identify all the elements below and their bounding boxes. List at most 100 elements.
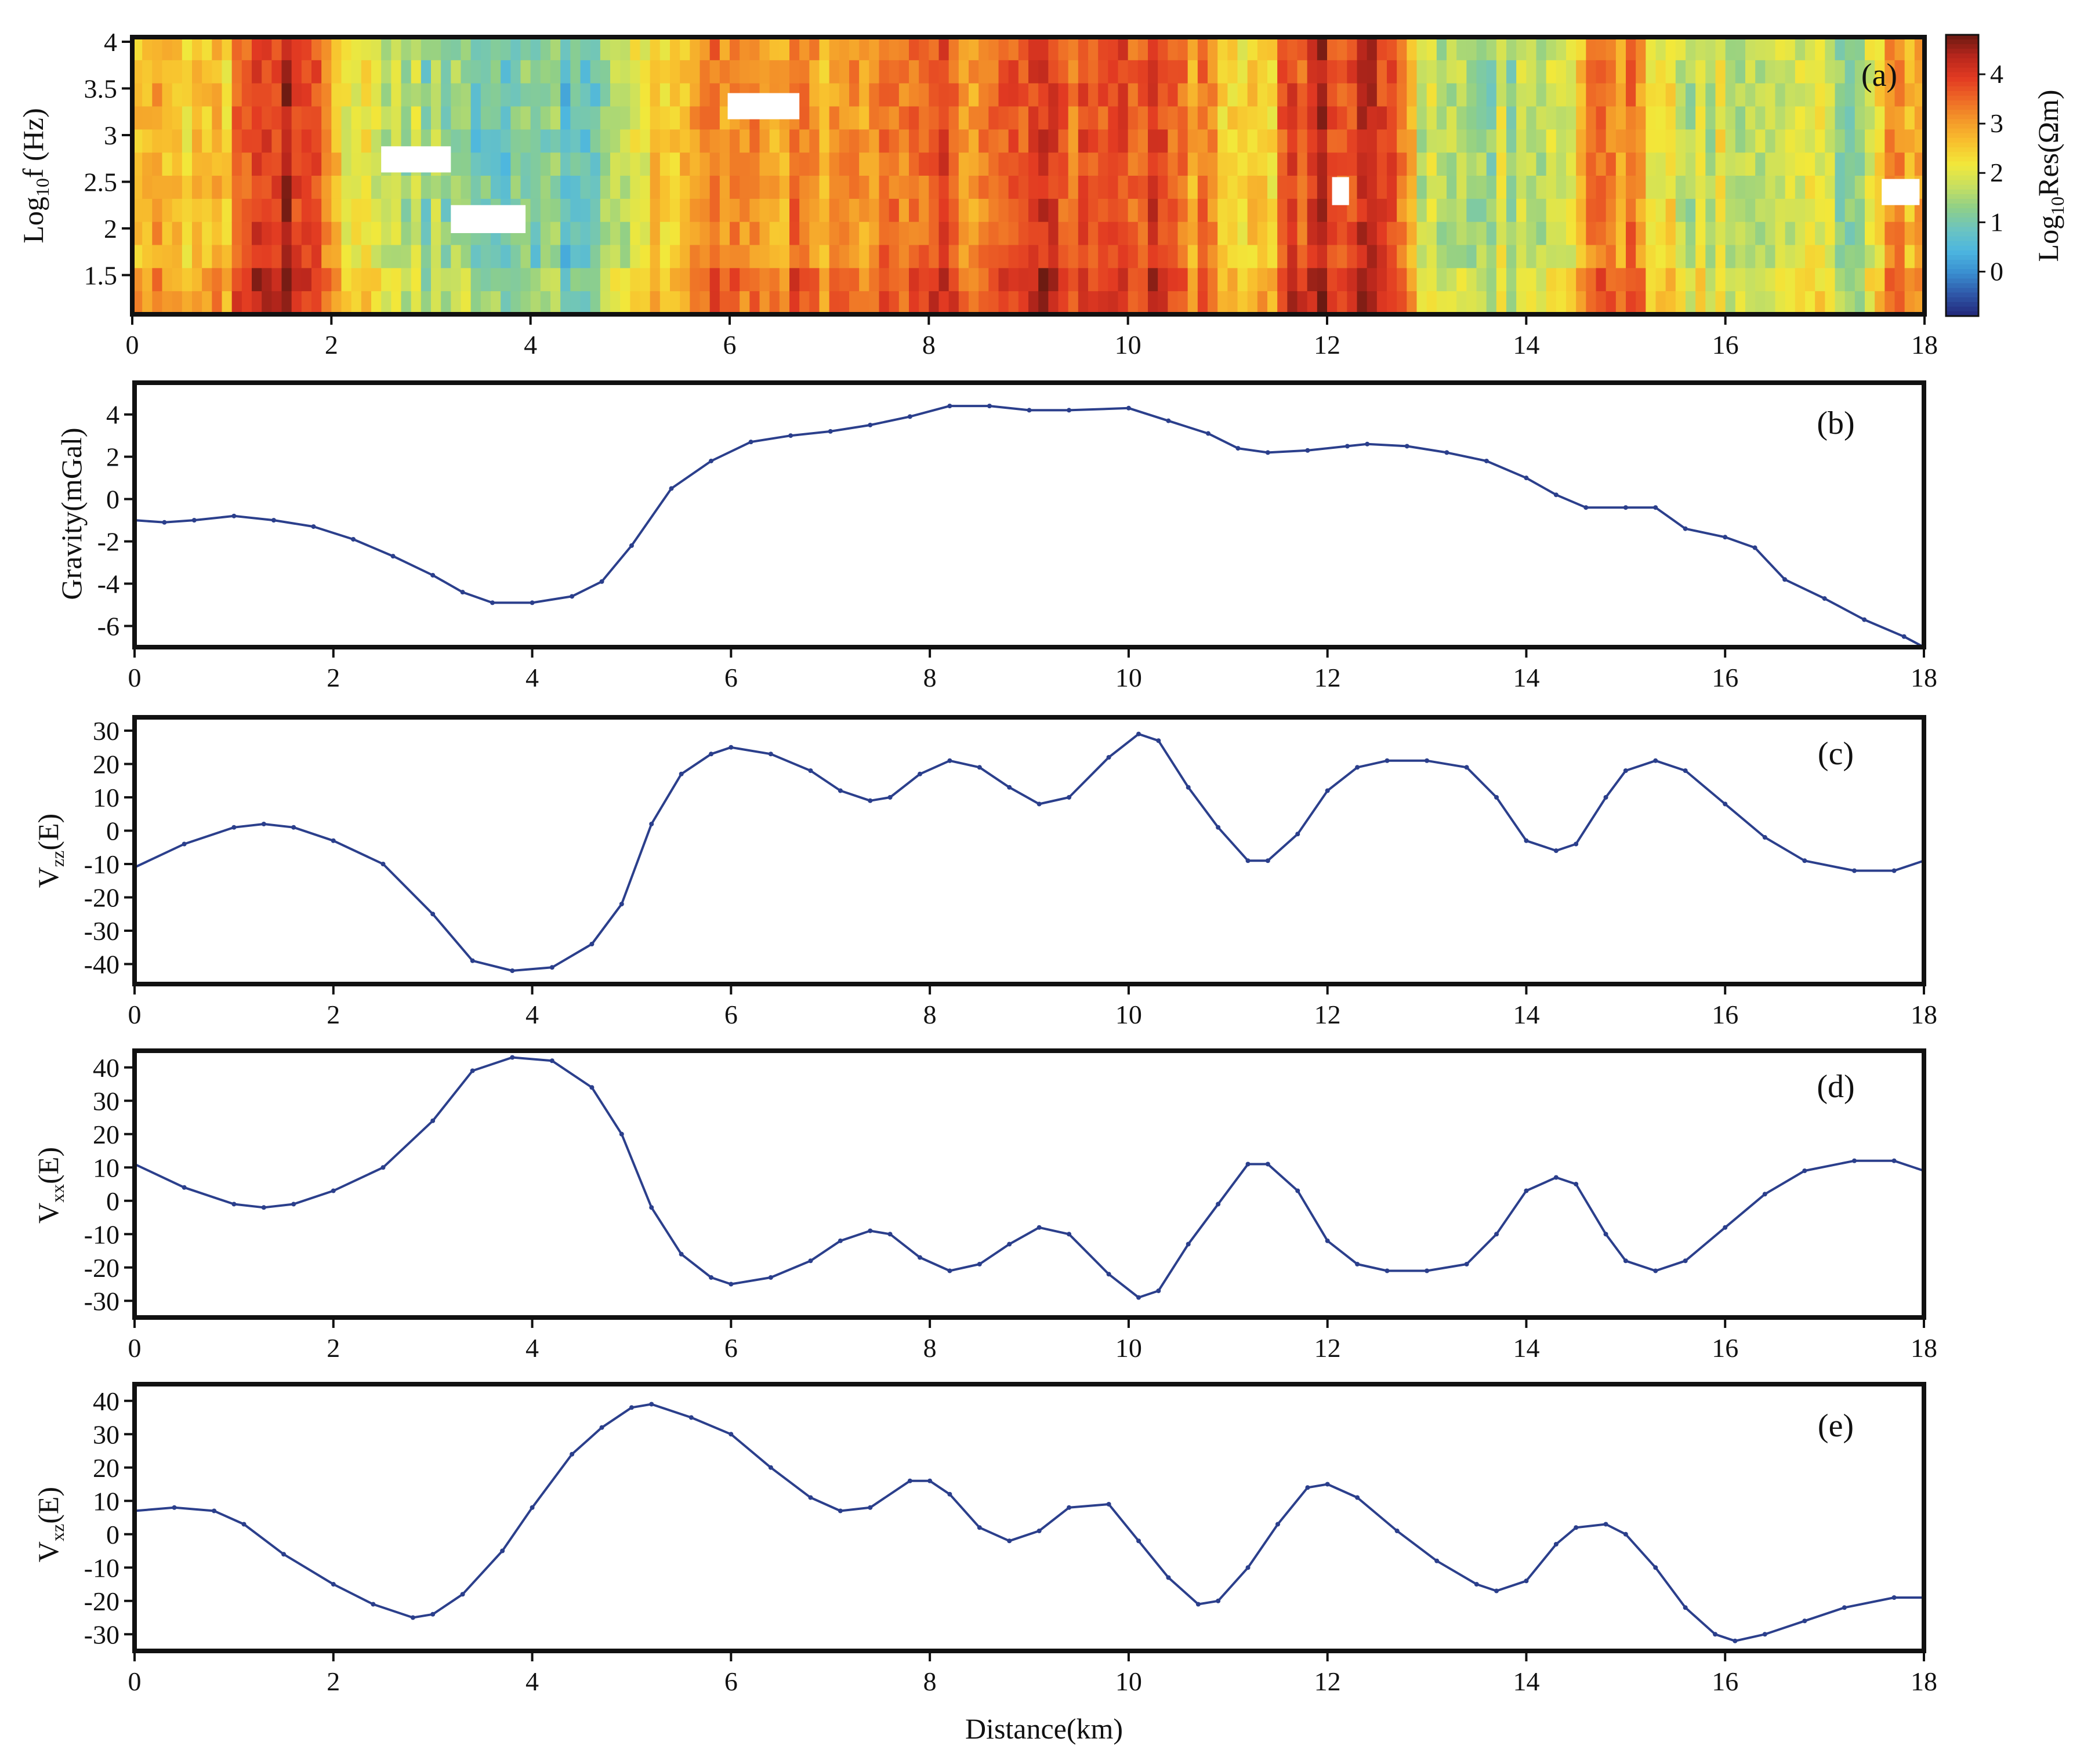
heatmap-cell <box>919 198 930 223</box>
heatmap-cell <box>1098 245 1109 269</box>
heatmap-cell <box>1217 83 1228 107</box>
heatmap-cell <box>441 106 452 130</box>
heatmap-cell <box>630 153 641 176</box>
heatmap-cell <box>1686 153 1696 176</box>
heatmap-cell <box>759 222 770 246</box>
heatmap-cell <box>1854 60 1865 84</box>
heatmap-cell <box>1058 106 1069 130</box>
heatmap-cell <box>1725 37 1736 61</box>
heatmap-cell <box>1038 268 1049 292</box>
heatmap-cell <box>580 83 591 107</box>
heatmap-cell <box>1835 176 1846 199</box>
heatmap-cell <box>1098 129 1109 153</box>
heatmap-cell <box>938 198 949 223</box>
heatmap-cell <box>1606 198 1617 223</box>
heatmap-cell <box>1576 153 1587 176</box>
heatmap-cell <box>1307 153 1318 176</box>
heatmap-cell <box>281 291 292 315</box>
heatmap-cell <box>1407 83 1418 107</box>
heatmap-cell <box>1615 268 1626 292</box>
heatmap-cell <box>909 198 919 223</box>
heatmap-cell <box>1078 222 1089 246</box>
heatmap-cell <box>998 268 1009 292</box>
panel-e-ytick-label-7: 40 <box>93 1386 119 1416</box>
heatmap-cell <box>829 60 840 84</box>
heatmap-cell <box>1486 222 1497 246</box>
heatmap-cell <box>1287 37 1298 61</box>
heatmap-cell <box>1646 106 1657 130</box>
heatmap-cell <box>1695 129 1706 153</box>
heatmap-cell <box>1137 153 1148 176</box>
heatmap-cell <box>1755 129 1766 153</box>
heatmap-cell <box>1387 60 1397 84</box>
heatmap-cell <box>1506 153 1517 176</box>
heatmap-cell <box>212 222 223 246</box>
heatmap-cell <box>231 153 242 176</box>
heatmap-cell <box>520 83 531 107</box>
heatmap-cell <box>252 153 262 176</box>
heatmap-cell <box>351 198 362 223</box>
heatmap-cell <box>670 106 680 130</box>
heatmap-cell <box>1297 176 1308 199</box>
heatmap-cell <box>1456 176 1467 199</box>
heatmap-cell <box>1596 60 1607 84</box>
heatmap-cell <box>659 37 671 61</box>
heatmap-cell <box>1197 37 1208 61</box>
panel-a-ylabel: Log10f (Hz) <box>17 108 53 243</box>
heatmap-cell <box>192 83 202 107</box>
heatmap-cell <box>1287 106 1298 130</box>
heatmap-cell <box>730 153 740 176</box>
heatmap-cell <box>1745 245 1756 269</box>
heatmap-cell <box>1626 176 1636 199</box>
heatmap-cell <box>1566 83 1577 107</box>
heatmap-cell <box>1775 245 1786 269</box>
heatmap-cell <box>1397 291 1408 315</box>
heatmap-cell <box>182 83 193 107</box>
heatmap-cell <box>241 129 252 153</box>
panel-d-point <box>1653 1268 1658 1273</box>
heatmap-cell <box>321 60 332 84</box>
panel-b-point <box>1126 405 1131 411</box>
heatmap-cell <box>401 106 412 130</box>
heatmap-cell <box>1277 129 1288 153</box>
panel-b-point <box>1901 634 1907 639</box>
heatmap-cell <box>361 291 372 315</box>
heatmap-cell <box>1506 83 1517 107</box>
heatmap-cell <box>1546 129 1557 153</box>
heatmap-cell <box>1735 129 1746 153</box>
heatmap-cell <box>311 60 322 84</box>
heatmap-cell <box>480 153 491 176</box>
heatmap-cell <box>1148 176 1158 199</box>
panel-a-xtick-label-7: 14 <box>1513 330 1539 360</box>
heatmap-cell <box>1237 129 1248 153</box>
heatmap-cell <box>1884 291 1896 315</box>
heatmap-cell <box>480 106 491 130</box>
heatmap-cell <box>152 129 163 153</box>
heatmap-cell <box>1526 83 1537 107</box>
heatmap-cell <box>1835 129 1846 153</box>
heatmap-cell <box>1217 222 1228 246</box>
panel-a-heatmap: 0 2 4 6 8 10 12 14 16 181.522.533.54 (a) Log10f (… <box>17 27 2068 360</box>
heatmap-cell <box>869 291 880 315</box>
heatmap-cell <box>829 153 840 176</box>
panel-e-point <box>927 1478 933 1483</box>
heatmap-cell <box>241 83 252 107</box>
heatmap-cell <box>948 37 959 61</box>
heatmap-cell <box>789 176 800 199</box>
heatmap-cell <box>759 176 770 199</box>
heatmap-cell <box>1148 245 1158 269</box>
panel-b-point <box>1067 408 1072 413</box>
heatmap-cell <box>271 291 282 315</box>
heatmap-cell <box>1068 176 1079 199</box>
heatmap-cell <box>311 153 322 176</box>
heatmap-cell <box>1426 153 1437 176</box>
heatmap-cell <box>480 268 491 292</box>
heatmap-cell <box>650 245 661 269</box>
heatmap-cell <box>1028 129 1039 153</box>
heatmap-cell <box>1387 129 1397 153</box>
heatmap-cell <box>938 176 949 199</box>
heatmap-cell <box>659 83 671 107</box>
heatmap-cell <box>659 106 671 130</box>
panel-d-point <box>430 1118 436 1123</box>
heatmap-cell <box>1267 222 1278 246</box>
